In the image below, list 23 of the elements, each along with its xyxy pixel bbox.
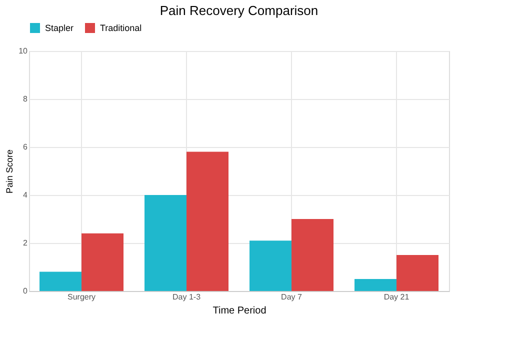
- bar: [292, 219, 334, 291]
- y-tick-label: 0: [23, 286, 28, 296]
- y-tick-label: 4: [23, 190, 28, 200]
- x-tick-label: Day 1-3: [172, 292, 202, 302]
- bar: [144, 195, 186, 291]
- legend-label: Traditional: [100, 23, 142, 33]
- x-tick-label: Surgery: [67, 292, 96, 302]
- y-tick-label: 2: [23, 238, 28, 248]
- x-tick-label: Day 7: [281, 292, 302, 302]
- bar: [40, 272, 82, 291]
- y-tick-label: 8: [23, 94, 28, 104]
- chart-title: Pain Recovery Comparison: [160, 3, 318, 18]
- x-axis-title: Time Period: [212, 306, 266, 316]
- bar: [396, 255, 438, 291]
- bar: [82, 233, 124, 291]
- x-tick-label: Day 21: [384, 292, 410, 302]
- bar: [354, 279, 396, 291]
- bar: [186, 152, 228, 291]
- legend-label: Stapler: [45, 23, 74, 33]
- y-axis-title: Pain Score: [4, 149, 15, 194]
- bar: [250, 240, 292, 291]
- y-tick-label: 6: [23, 142, 28, 152]
- y-tick-label: 10: [18, 46, 28, 56]
